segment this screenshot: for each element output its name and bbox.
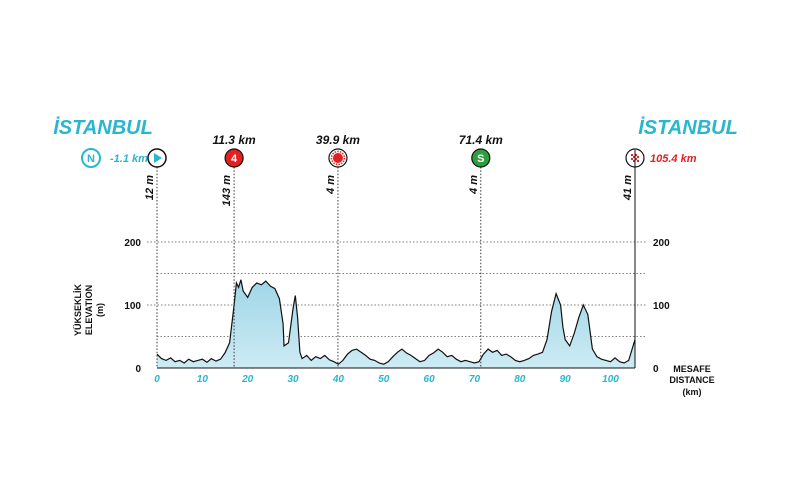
y-tick-label-left: 100 bbox=[124, 301, 141, 312]
checker-cell bbox=[631, 154, 633, 156]
xlabel-line-3: (km) bbox=[682, 387, 701, 397]
x-tick-label: 80 bbox=[514, 374, 526, 385]
y-tick-label-right: 0 bbox=[653, 364, 659, 375]
y-tick-label-left: 200 bbox=[124, 238, 141, 249]
checker-cell bbox=[635, 158, 637, 160]
x-tick-label: 50 bbox=[378, 374, 390, 385]
start-km-label: -1.1 km bbox=[110, 153, 148, 165]
climb-icon bbox=[224, 148, 244, 168]
altitude-label: 4 m bbox=[468, 175, 480, 195]
x-tick-label: 60 bbox=[424, 374, 436, 385]
ylabel-line-3: (m) bbox=[95, 303, 105, 317]
elevation-line bbox=[156, 279, 636, 365]
neutral-icon bbox=[81, 148, 101, 168]
elevation-area bbox=[157, 279, 635, 368]
x-tick-label: 70 bbox=[469, 374, 481, 385]
altitude-label: 12 m bbox=[144, 175, 156, 200]
ylabel-line-2: ELEVATION bbox=[84, 285, 94, 335]
x-tick-label: 100 bbox=[602, 374, 619, 385]
x-tick-label: 40 bbox=[332, 374, 345, 385]
altitude-label: 143 m bbox=[221, 175, 233, 206]
gridlines bbox=[147, 241, 647, 337]
checker-cell bbox=[633, 156, 635, 158]
intermediate-ring bbox=[330, 150, 346, 166]
x-tick-label: 90 bbox=[560, 374, 572, 385]
marker-icon-text: S bbox=[477, 153, 484, 165]
x-tick-label: 10 bbox=[197, 374, 209, 385]
marker-km-label: 39.9 km bbox=[316, 133, 360, 147]
xlabel-line-2: DISTANCE bbox=[669, 375, 714, 385]
x-tick-label: 30 bbox=[287, 374, 299, 385]
x-tick-label: 0 bbox=[154, 374, 160, 385]
y-tick-label-left: 0 bbox=[135, 364, 141, 375]
altitude-label: 4 m bbox=[325, 175, 337, 195]
y-tick-label-right: 200 bbox=[653, 238, 670, 249]
neutral-letter: N bbox=[87, 153, 95, 165]
finish-city: İSTANBUL bbox=[638, 116, 738, 139]
checker-cell bbox=[637, 160, 639, 162]
y-axis-title: YÜKSEKLİK ELEVATION (m) bbox=[73, 284, 105, 337]
intermediate-dot bbox=[332, 153, 343, 163]
finish-km-label: 105.4 km bbox=[650, 153, 697, 165]
checker-cell bbox=[631, 158, 633, 160]
xlabel-line-1: MESAFE bbox=[673, 364, 711, 374]
start-city: İSTANBUL bbox=[53, 116, 153, 139]
x-tick-label: 20 bbox=[241, 374, 254, 385]
ylabel-line-1: YÜKSEKLİK bbox=[73, 284, 83, 337]
checker-cell bbox=[637, 156, 639, 158]
play-triangle bbox=[154, 153, 162, 163]
marker-icon-text: 4 bbox=[231, 153, 238, 165]
checker-cell bbox=[633, 160, 635, 162]
axes: 0 10 20 30 40 50 60 70 80 90 100 0 0 100 100 200 200 bbox=[124, 150, 670, 385]
altitude-label: 41 m bbox=[622, 175, 634, 201]
y-tick-label-right: 100 bbox=[653, 301, 670, 312]
marker-km-label: 71.4 km bbox=[459, 133, 503, 147]
marker-km-label: 11.3 km bbox=[213, 133, 256, 147]
checker-cell bbox=[635, 154, 637, 156]
sprint-icon bbox=[471, 148, 491, 168]
